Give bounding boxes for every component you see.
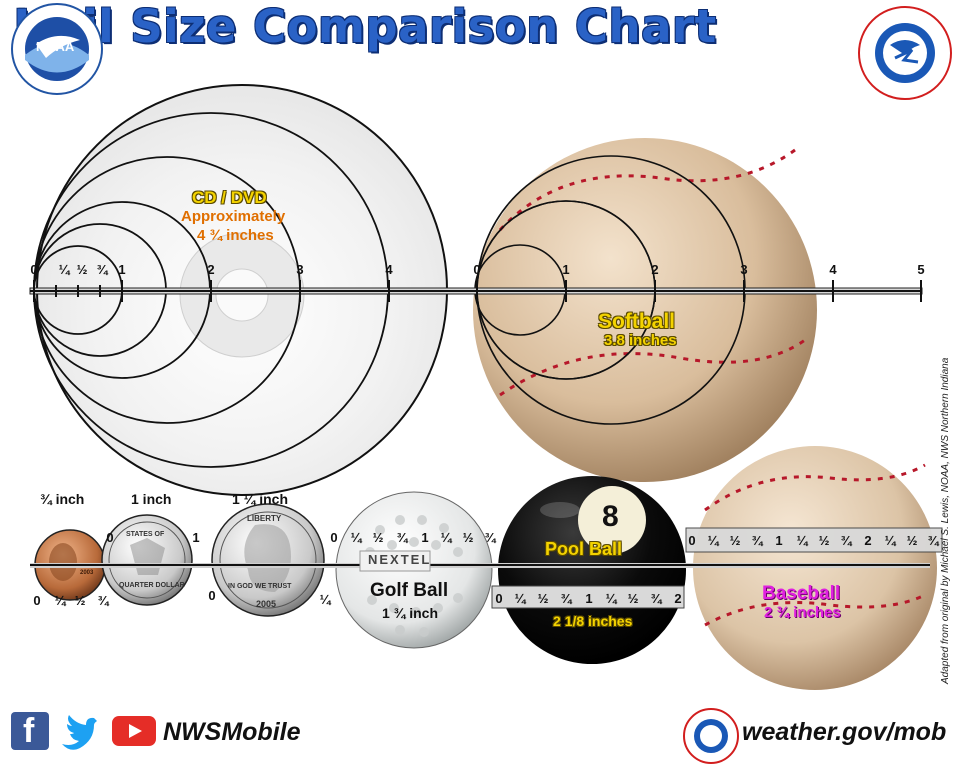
twitter-icon[interactable]: [58, 712, 97, 750]
tick: 1: [192, 530, 200, 545]
tick: ½: [537, 591, 549, 606]
quarter-text: QUARTER DOLLAR: [119, 582, 185, 589]
tick: ¼: [350, 530, 362, 545]
quarter: [101, 514, 193, 606]
penny-year: 2003: [80, 570, 94, 576]
tick: 1: [585, 591, 593, 606]
half-year: 2005: [256, 599, 277, 609]
pool-ball: [498, 476, 686, 664]
baseball-size: 2 ¾ inches: [764, 604, 841, 621]
tick: ½: [818, 533, 830, 548]
cd-size: 4 ¾ inches: [197, 227, 274, 244]
tick: 2: [207, 262, 215, 277]
noaa-logo-text: NOAA: [36, 39, 75, 54]
tick: 0: [473, 262, 481, 277]
tick: 0: [33, 593, 41, 608]
pool-ball-label: Pool Ball: [545, 539, 623, 559]
tick: ¾: [840, 533, 852, 548]
tick: ½: [906, 533, 918, 548]
golf-brand-strip: [359, 550, 431, 572]
tick: 0: [30, 262, 38, 277]
tick: ½: [76, 262, 88, 277]
tick: ¼: [54, 593, 66, 608]
cd-approx: Approximately: [181, 208, 286, 225]
tick: 0: [330, 530, 338, 545]
tick: 1: [562, 262, 570, 277]
tick: 3: [740, 262, 748, 277]
tick: ¾: [96, 262, 108, 277]
half-dollar-label: 1 ¼ inch: [232, 491, 289, 507]
page-title: Hail Size Comparison Chart: [13, 0, 717, 53]
tick: ½: [74, 593, 86, 608]
tick: 1: [775, 533, 783, 548]
noaa-logo: [11, 3, 103, 95]
quarter-label: 1 inch: [131, 491, 172, 507]
golf-brand: NEXTEL: [368, 552, 432, 567]
tick: ½: [462, 530, 474, 545]
small-ruler-left: [30, 563, 930, 568]
golf-ball-label: Golf Ball: [370, 580, 449, 601]
tick: ¾: [560, 591, 572, 606]
softball-label: Softball: [598, 310, 675, 333]
tick: ¼: [58, 262, 70, 277]
tick: 2: [864, 533, 872, 548]
tick: ¼: [707, 533, 719, 548]
pool-ruler: [491, 585, 685, 609]
pool-ball-size: 2 1/8 inches: [553, 613, 633, 629]
softball-size: 3.8 inches: [604, 332, 677, 349]
tick: ¼: [884, 533, 896, 548]
nws-mobile-handle[interactable]: NWSMobile: [163, 718, 301, 746]
tick: ¾: [751, 533, 763, 548]
tick: 2: [651, 262, 659, 277]
tick: ¼: [514, 591, 526, 606]
baseball-label: Baseball: [762, 583, 841, 604]
tick: 5: [917, 262, 925, 277]
tick: ¼: [440, 530, 452, 545]
tick: ¼: [796, 533, 808, 548]
tick: ¾: [927, 533, 939, 548]
nws-footer-logo: [683, 708, 739, 764]
quarter-motto: STATES OF: [126, 531, 165, 538]
tick: ½: [729, 533, 741, 548]
liberty-text: LIBERTY: [247, 514, 282, 523]
tick: ¾: [484, 530, 496, 545]
tick: 3: [296, 262, 304, 277]
cd-label: CD / DVD: [192, 188, 267, 207]
tick: 4: [385, 262, 393, 277]
tick: 4: [829, 262, 837, 277]
tick: 2: [674, 591, 682, 606]
tick: ¼: [319, 592, 331, 607]
tick: 0: [495, 591, 503, 606]
tick: ½: [372, 530, 384, 545]
large-ruler: [29, 280, 923, 302]
half-dollar: [211, 503, 325, 617]
tick: ¾: [650, 591, 662, 606]
nws-logo: [858, 6, 952, 100]
baseball-ruler: [685, 527, 943, 553]
penny-label: ¾ inch: [40, 491, 85, 507]
half-motto: IN GOD WE TRUST: [228, 583, 292, 590]
tick: 0: [688, 533, 696, 548]
tick: ½: [627, 591, 639, 606]
tick: 1: [118, 262, 126, 277]
golf-ball-size: 1 ¾ inch: [382, 605, 439, 621]
tick: 0: [208, 588, 216, 603]
website-link[interactable]: weather.gov/mob: [742, 718, 947, 746]
youtube-icon[interactable]: [112, 716, 156, 746]
tick: ¼: [605, 591, 617, 606]
tick: ¾: [396, 530, 408, 545]
credit-text: Adapted from original by Michael S. Lewi…: [940, 357, 951, 684]
eight-ball-number: 8: [602, 500, 619, 533]
tick: 1: [421, 530, 429, 545]
tick: ¾: [97, 593, 109, 608]
facebook-icon[interactable]: f: [11, 712, 49, 750]
tick: 0: [106, 530, 114, 545]
